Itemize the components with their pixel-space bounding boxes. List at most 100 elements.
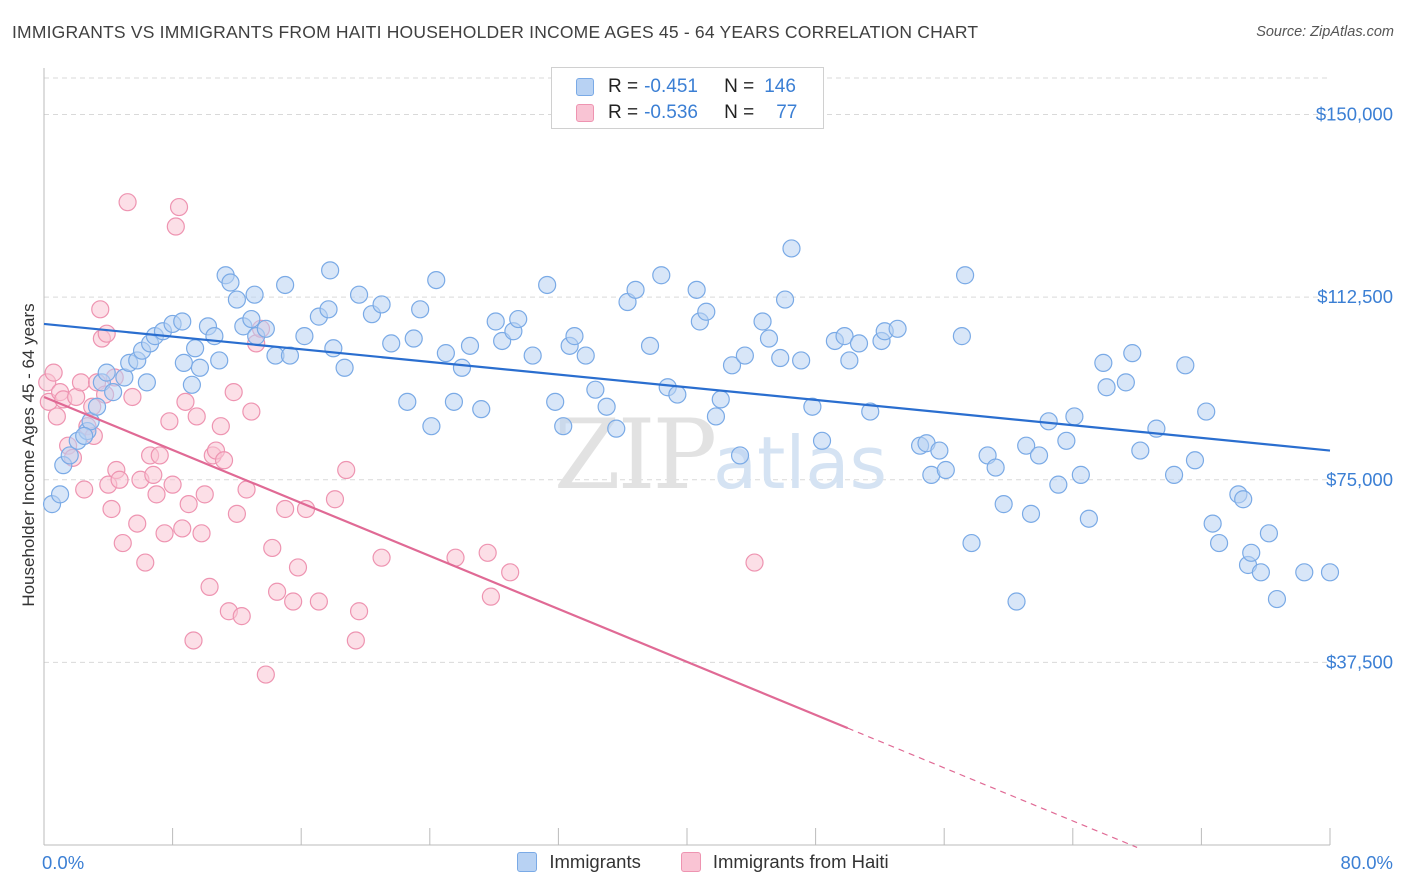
immigrants-point — [687, 280, 706, 299]
series-label-immigrants: Immigrants — [549, 851, 641, 872]
haiti-point — [147, 485, 166, 504]
y-tick-label: $150,000 — [1316, 104, 1393, 125]
immigrants-point — [607, 419, 626, 438]
x-tick-label-max: 80.0% — [1341, 852, 1393, 873]
immigrants-point — [861, 402, 880, 421]
immigrants-point — [97, 363, 116, 382]
immigrants-point — [1021, 504, 1041, 523]
immigrants-point — [1320, 563, 1340, 582]
immigrants-point — [137, 373, 156, 392]
immigrants-point — [1164, 465, 1184, 484]
immigrants-point — [1029, 446, 1049, 465]
haiti-point — [144, 465, 163, 484]
immigrants-points — [42, 239, 1340, 611]
immigrants-point — [349, 285, 369, 304]
legend-n-value-immigrants: 146 — [764, 76, 796, 97]
immigrants-point — [576, 346, 595, 365]
immigrants-point — [546, 392, 565, 411]
haiti-point — [179, 495, 198, 514]
immigrants-point — [652, 266, 671, 285]
immigrants-point — [221, 273, 240, 292]
immigrants-point — [1007, 592, 1026, 611]
immigrants-point — [245, 285, 264, 304]
haiti-point — [256, 665, 275, 684]
immigrants-point — [190, 358, 210, 377]
legend-n-label: N = — [724, 102, 755, 123]
haiti-point — [91, 300, 110, 319]
haiti-point — [44, 363, 63, 382]
haiti-point — [169, 197, 189, 217]
haiti-point — [192, 524, 211, 543]
series-legend-haiti[interactable]: Immigrants from Haiti — [680, 851, 889, 873]
immigrants-point — [427, 270, 446, 290]
haiti-point — [309, 592, 328, 611]
haiti-point — [284, 592, 303, 611]
immigrants-point — [1017, 436, 1036, 455]
immigrants-point — [319, 300, 338, 319]
immigrants-point — [372, 295, 391, 314]
immigrants-point — [753, 312, 772, 331]
haiti-point — [267, 582, 287, 601]
immigrants-point — [75, 426, 94, 446]
haiti-point — [123, 387, 142, 407]
haiti-point — [195, 485, 214, 504]
haiti-point — [276, 499, 295, 519]
immigrants-point — [1116, 373, 1135, 392]
immigrants-point — [382, 334, 401, 353]
immigrants-point — [1131, 441, 1150, 460]
immigrants-point — [986, 458, 1005, 477]
immigrants-point — [1057, 431, 1076, 450]
immigrants-point — [486, 312, 505, 331]
immigrants-point — [460, 336, 480, 355]
immigrants-point — [422, 417, 441, 436]
haiti-point — [110, 470, 129, 489]
immigrants-point — [472, 400, 491, 419]
immigrants-point — [1176, 356, 1195, 375]
immigrants-point — [1259, 524, 1279, 543]
haiti-point — [97, 324, 116, 343]
immigrants-point — [1203, 514, 1222, 533]
axis-labels: $37,500 $75,000 $112,500 $150,000 0.0% 80.0% H… — [19, 104, 1393, 873]
immigrants-point — [509, 309, 528, 329]
legend-r-value-haiti: -0.536 — [644, 102, 698, 123]
immigrants-point — [955, 266, 975, 285]
immigrants-point — [554, 417, 573, 436]
series-swatch-haiti — [680, 852, 701, 872]
haiti-point — [187, 407, 206, 426]
haiti-point — [136, 553, 155, 572]
series-legend-immigrants[interactable]: Immigrants — [517, 851, 641, 873]
immigrants-point — [436, 344, 455, 363]
haiti-point — [102, 499, 121, 519]
source-credit: Source: ZipAtlas.com — [1256, 24, 1394, 40]
haiti-point — [227, 504, 246, 523]
haiti-point — [200, 577, 219, 596]
haiti-point — [118, 193, 137, 212]
immigrants-point — [1295, 563, 1314, 582]
immigrants-point — [295, 327, 314, 346]
legend-n-value-haiti: 77 — [776, 102, 798, 123]
immigrants-point — [404, 329, 423, 348]
immigrants-point — [1185, 451, 1205, 470]
immigrants-point — [759, 329, 779, 348]
haiti-point — [372, 548, 391, 567]
immigrants-point — [256, 319, 275, 338]
immigrants-point — [174, 353, 193, 372]
haiti-point — [325, 490, 345, 509]
immigrants-point — [640, 336, 660, 355]
haiti-point — [214, 451, 234, 470]
trend-lines — [43, 322, 1331, 848]
immigrants-point — [597, 397, 616, 416]
immigrants-point — [888, 319, 907, 338]
haiti-trend-line — [43, 395, 849, 730]
immigrants-point — [1209, 533, 1229, 553]
haiti-point — [173, 519, 192, 538]
immigrants-point — [792, 351, 811, 370]
haiti-trend-extension — [847, 727, 1138, 848]
haiti-point — [337, 460, 356, 480]
immigrants-point — [276, 275, 295, 295]
y-axis-title: Householder Income Ages 45 - 64 years — [19, 303, 38, 606]
haiti-point — [288, 558, 308, 577]
haiti-point — [349, 602, 369, 621]
legend-swatch-immigrants — [576, 78, 594, 96]
